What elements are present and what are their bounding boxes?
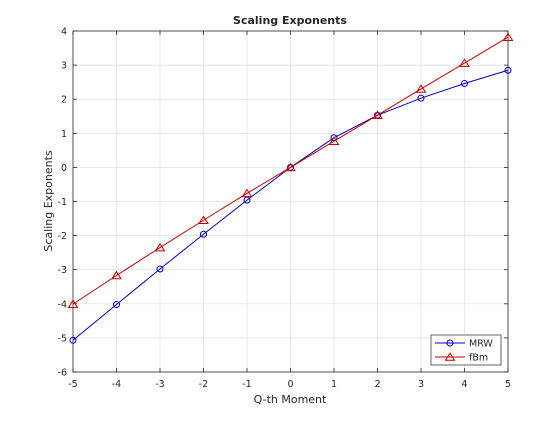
y-tick-label: -2 bbox=[58, 231, 67, 242]
data-point-fbm bbox=[111, 270, 122, 280]
data-point-mrw bbox=[113, 300, 120, 308]
legend-marker-mrw bbox=[446, 339, 454, 347]
data-point-fbm bbox=[285, 162, 296, 172]
data-point-mrw bbox=[243, 196, 251, 204]
y-tick-label: 0 bbox=[61, 163, 67, 174]
x-tick-label: -1 bbox=[242, 379, 251, 390]
y-tick-label: -1 bbox=[58, 197, 67, 208]
x-tick-label: 3 bbox=[418, 379, 424, 390]
x-tick-label: 5 bbox=[505, 379, 511, 390]
y-axis-label: Scaling Exponents bbox=[42, 150, 55, 252]
legend-label-fbm: fBm bbox=[469, 353, 488, 364]
data-point-fbm bbox=[241, 188, 253, 198]
y-tick-label: -3 bbox=[58, 265, 67, 276]
data-point-fbm bbox=[502, 32, 514, 41]
data-point-fbm bbox=[154, 242, 166, 252]
legend-box bbox=[430, 334, 502, 366]
data-point-fbm bbox=[198, 215, 209, 225]
y-tick-label: 4 bbox=[61, 27, 67, 38]
chart-title: Scaling Exponents bbox=[233, 14, 347, 27]
data-point-mrw bbox=[504, 66, 512, 74]
x-tick-label: 4 bbox=[461, 379, 467, 390]
data-point-mrw bbox=[461, 80, 468, 88]
data-point-mrw bbox=[417, 94, 425, 102]
x-tick-label: 1 bbox=[331, 379, 337, 390]
legend-label-mrw: MRW bbox=[469, 339, 493, 350]
x-tick-label: -3 bbox=[155, 379, 164, 390]
x-tick-label: 2 bbox=[374, 379, 380, 390]
y-tick-label: -5 bbox=[58, 333, 67, 344]
data-point-fbm bbox=[328, 136, 340, 145]
series-layer bbox=[67, 32, 514, 344]
x-axis-label: Q-th Moment bbox=[254, 393, 327, 406]
y-tick-label: 1 bbox=[61, 129, 67, 140]
legend-marker-fbm bbox=[444, 352, 456, 361]
data-point-fbm bbox=[459, 58, 470, 67]
data-point-mrw bbox=[69, 336, 77, 344]
y-tick-label: -4 bbox=[58, 299, 67, 310]
y-tick-label: 3 bbox=[61, 61, 67, 72]
data-point-fbm bbox=[372, 110, 383, 120]
y-tick-label: 2 bbox=[61, 95, 67, 106]
data-point-fbm bbox=[415, 84, 427, 93]
data-point-mrw bbox=[200, 230, 207, 238]
data-point-fbm bbox=[67, 299, 79, 308]
y-tick-label: -6 bbox=[58, 368, 67, 379]
x-tick-label: -2 bbox=[199, 379, 208, 390]
x-tick-label: -5 bbox=[68, 379, 77, 390]
data-point-mrw bbox=[156, 265, 164, 273]
series-line-fbm bbox=[72, 36, 509, 305]
legend: MRW fBm bbox=[430, 334, 502, 366]
x-tick-label: 0 bbox=[287, 379, 293, 390]
x-tick-label: -4 bbox=[112, 379, 121, 390]
